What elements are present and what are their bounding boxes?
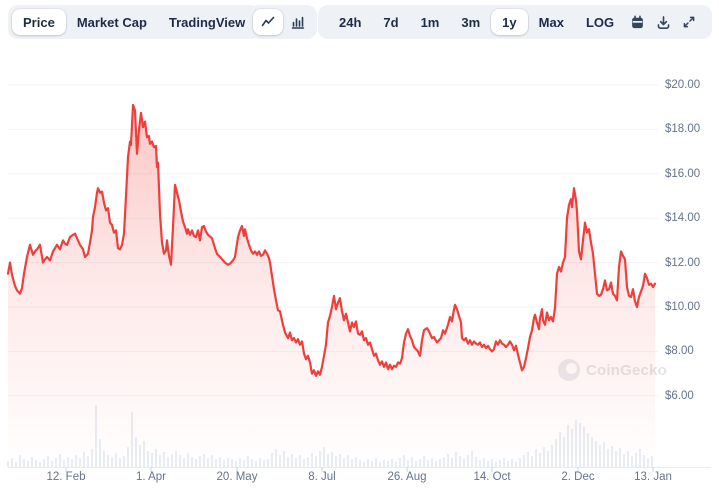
tab-market-cap[interactable]: Market Cap — [76, 14, 147, 30]
range-selector-group: 24h 7d 1m 3m 1y Max LOG — [318, 5, 712, 39]
range-max[interactable]: Max — [538, 14, 564, 30]
range-1m[interactable]: 1m — [420, 14, 440, 30]
fullscreen-button[interactable] — [676, 9, 702, 35]
range-1y[interactable]: 1y — [491, 9, 528, 35]
y-axis-label: $6.00 — [665, 389, 694, 402]
range-24h[interactable]: 24h — [339, 14, 362, 30]
tab-price[interactable]: Price — [12, 9, 66, 35]
y-axis-label: $12.00 — [665, 256, 701, 269]
chart-view-tabs: Price Market Cap TradingView — [8, 5, 261, 39]
bar-chart-icon — [291, 15, 305, 29]
range-7d[interactable]: 7d — [383, 14, 399, 30]
chart-type-toggle-group — [249, 5, 317, 39]
y-axis-label: $20.00 — [665, 79, 701, 91]
fullscreen-icon — [682, 15, 696, 29]
x-axis-label: 14. Oct — [473, 471, 511, 483]
line-chart-icon — [261, 15, 275, 29]
x-axis-label: 1. Apr — [135, 471, 167, 483]
calendar-button[interactable] — [625, 9, 651, 35]
x-axis-label: 8. Jul — [308, 471, 336, 483]
price-line — [6, 103, 657, 377]
log-scale-button[interactable]: LOG — [585, 14, 615, 30]
x-axis-label: 13. Jan — [634, 471, 672, 483]
download-button[interactable] — [651, 9, 677, 35]
x-axis-label: 20. May — [216, 471, 258, 483]
calendar-icon — [630, 14, 645, 30]
x-axis-label: 26. Aug — [387, 471, 427, 483]
y-axis-label: $18.00 — [665, 123, 701, 136]
download-icon — [656, 15, 671, 30]
y-axis-label: $16.00 — [665, 167, 701, 180]
price-area — [8, 105, 655, 467]
y-axis-label: $14.00 — [665, 212, 701, 225]
line-chart-toggle[interactable] — [253, 9, 283, 35]
x-axis-label: 12. Feb — [46, 471, 86, 483]
bar-chart-toggle[interactable] — [283, 9, 313, 35]
y-axis-label: $8.00 — [665, 345, 694, 358]
range-3m[interactable]: 3m — [461, 14, 481, 30]
tab-tradingview[interactable]: TradingView — [168, 14, 246, 30]
y-axis-label: $10.00 — [665, 301, 701, 313]
x-axis-label: 2. Dec — [561, 471, 595, 483]
price-chart-canvas[interactable] — [0, 46, 719, 498]
